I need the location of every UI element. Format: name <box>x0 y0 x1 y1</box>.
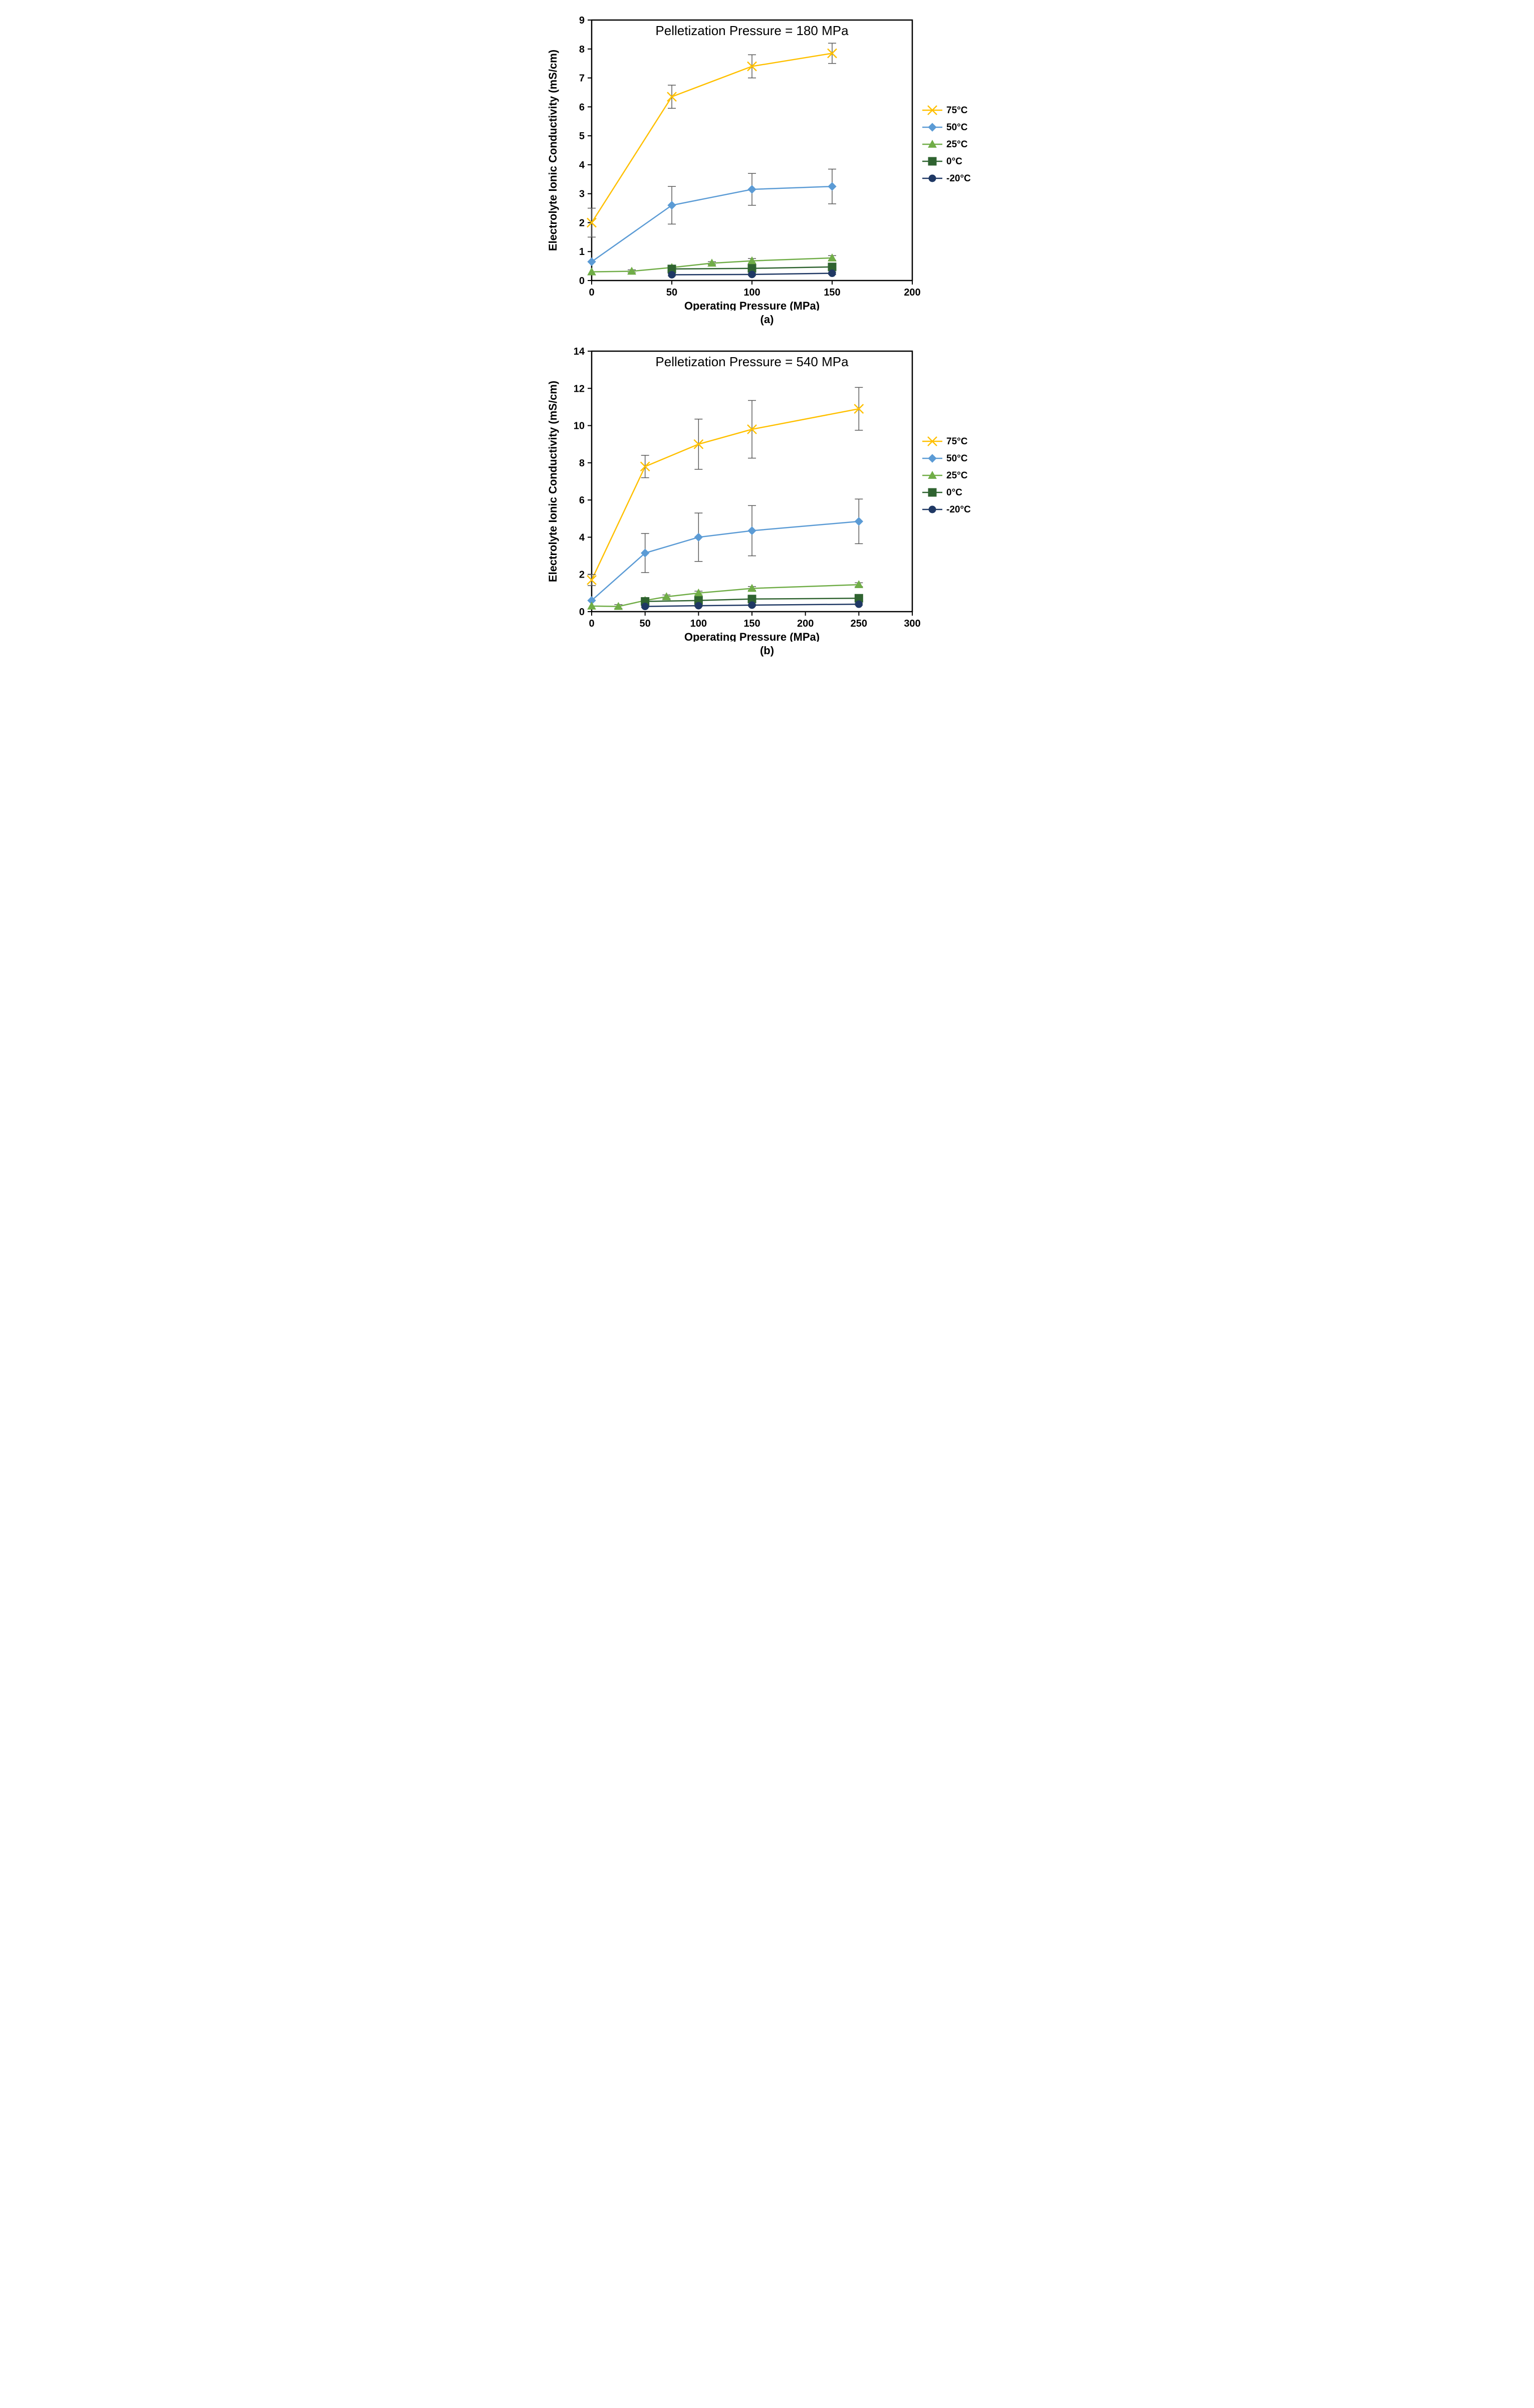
svg-text:0°C: 0°C <box>946 487 962 498</box>
svg-text:5: 5 <box>579 131 585 142</box>
svg-text:3: 3 <box>579 189 585 200</box>
svg-text:300: 300 <box>904 618 920 629</box>
svg-text:100: 100 <box>690 618 707 629</box>
subplot-label-a: (a) <box>537 313 997 326</box>
svg-text:200: 200 <box>904 287 920 298</box>
svg-text:25°C: 25°C <box>946 470 968 481</box>
svg-text:-20°C: -20°C <box>946 504 971 515</box>
svg-text:8: 8 <box>579 458 585 469</box>
svg-text:-20°C: -20°C <box>946 173 971 184</box>
svg-text:Pelletization Pressure = 180 M: Pelletization Pressure = 180 MPa <box>655 23 849 38</box>
svg-text:150: 150 <box>743 618 760 629</box>
svg-text:8: 8 <box>579 44 585 55</box>
svg-text:2: 2 <box>579 570 585 581</box>
chart-a-svg: 0 50 100 150 200 0 1 2 3 4 5 6 7 8 9 Operating Pressure… <box>537 10 997 311</box>
svg-text:0°C: 0°C <box>946 156 962 167</box>
svg-text:75°C: 75°C <box>946 105 968 116</box>
svg-text:0: 0 <box>589 618 594 629</box>
svg-text:Operating Pressure (MPa): Operating Pressure (MPa) <box>684 300 820 311</box>
svg-text:2: 2 <box>579 217 585 228</box>
svg-text:50°C: 50°C <box>946 453 968 464</box>
svg-text:25°C: 25°C <box>946 139 968 150</box>
svg-text:250: 250 <box>851 618 867 629</box>
svg-text:10: 10 <box>574 421 585 432</box>
chart-a-container: 0 50 100 150 200 0 1 2 3 4 5 6 7 8 9 Operating Pressure… <box>537 10 997 326</box>
svg-text:9: 9 <box>579 15 585 26</box>
svg-text:Operating Pressure (MPa): Operating Pressure (MPa) <box>684 631 820 642</box>
svg-text:0: 0 <box>589 287 594 298</box>
subplot-label-b: (b) <box>537 644 997 657</box>
svg-text:100: 100 <box>743 287 760 298</box>
svg-text:14: 14 <box>574 346 585 357</box>
svg-text:6: 6 <box>579 495 585 506</box>
svg-text:Electrolyte Ionic Conductivity: Electrolyte Ionic Conductivity (mS/cm) <box>547 50 559 251</box>
svg-text:1: 1 <box>579 246 585 257</box>
svg-text:Pelletization Pressure = 540 M: Pelletization Pressure = 540 MPa <box>655 354 849 369</box>
svg-text:7: 7 <box>579 73 585 84</box>
svg-text:150: 150 <box>824 287 840 298</box>
svg-text:12: 12 <box>574 383 585 394</box>
svg-text:200: 200 <box>797 618 814 629</box>
svg-text:50: 50 <box>666 287 677 298</box>
svg-text:75°C: 75°C <box>946 436 968 447</box>
svg-text:4: 4 <box>579 160 585 171</box>
svg-text:4: 4 <box>579 532 585 543</box>
chart-b-svg: 0 50 100 150 200 250 300 0 2 4 6 8 10 12 14 Operating P… <box>537 341 997 642</box>
svg-text:Electrolyte Ionic Conductivity: Electrolyte Ionic Conductivity (mS/cm) <box>547 381 559 582</box>
svg-text:50: 50 <box>640 618 651 629</box>
svg-text:50°C: 50°C <box>946 122 968 133</box>
svg-text:6: 6 <box>579 102 585 113</box>
svg-text:0: 0 <box>579 276 585 287</box>
chart-b-container: 0 50 100 150 200 250 300 0 2 4 6 8 10 12 14 Operating P… <box>537 341 997 657</box>
svg-text:0: 0 <box>579 607 585 618</box>
